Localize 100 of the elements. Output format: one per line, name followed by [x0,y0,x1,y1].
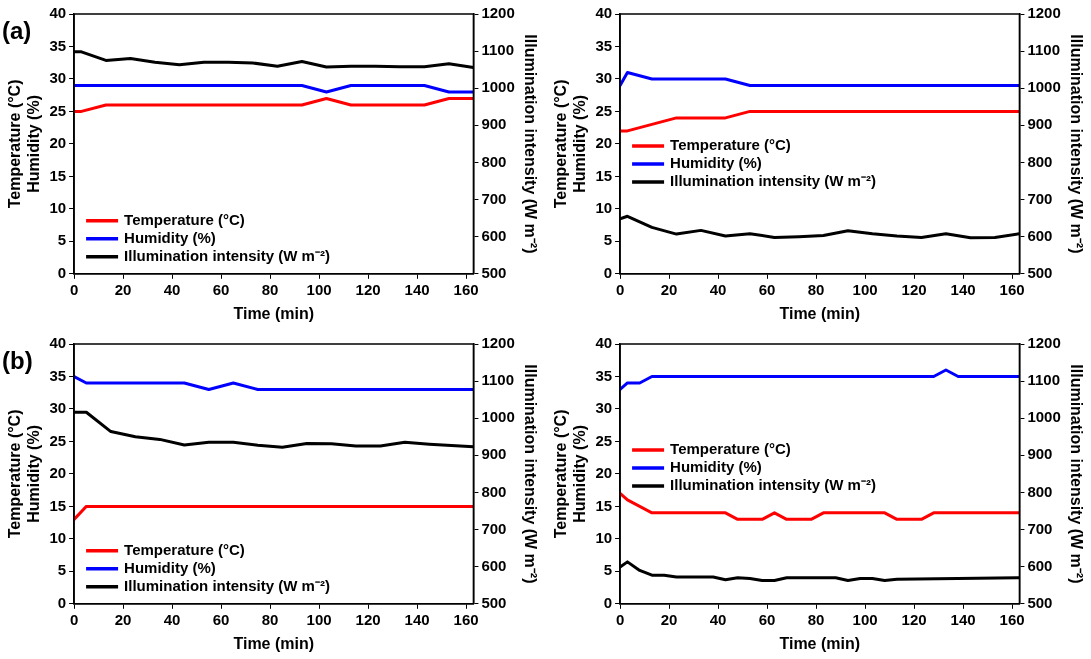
x-tick-label: 40 [163,610,181,628]
y-tick-label: 20 [49,134,67,152]
y2-tick-label: 900 [1027,445,1053,463]
y-tick-label: 5 [603,561,613,579]
legend-label: Temperature (°C) [670,440,791,458]
x-tick-label: 40 [163,280,181,298]
y2-tick-label: 500 [481,593,507,611]
x-tick-label: 140 [950,610,976,628]
y-tick-label: 10 [49,198,67,216]
x-tick-label: 140 [950,280,976,298]
legend-label: Illumination intensity (W m⁻²) [670,476,876,494]
x-axis-title: Time (min) [233,304,315,322]
y-tick-label: 30 [49,69,67,87]
x-tick-label: 0 [69,610,79,628]
y2-tick-label: 500 [481,263,507,281]
x-tick-label: 0 [69,280,79,298]
y2-tick-label: 1000 [481,78,515,96]
x-tick-label: 60 [212,280,230,298]
y2-tick-label: 900 [481,445,507,463]
y2-tick-label: 600 [1027,556,1053,574]
y-tick-label: 30 [49,399,67,417]
y-tick-label: 0 [57,593,67,611]
legend-label: Humidity (%) [124,558,216,576]
legend-label: Illumination intensity (W m⁻²) [124,576,330,594]
y-tick-label: 40 [595,4,613,22]
y2-tick-label: 600 [481,226,507,244]
y2-tick-label: 500 [1027,593,1053,611]
y2-tick-label: 800 [1027,152,1053,170]
y2-tick-label: 700 [1027,189,1053,207]
y2-tick-label: 1100 [481,41,514,59]
y-tick-label: 25 [49,101,67,119]
y-axis-title: Temperature (°C) Humidity (%) [552,409,589,539]
y-tick-label: 35 [49,366,67,384]
legend-label: Illumination intensity (W m⁻²) [670,172,876,190]
text: (a) [2,17,32,44]
x-tick-label: 60 [212,610,230,628]
y-tick-label: 20 [595,134,613,152]
y2-axis-title: Illumination intensity (W m⁻²) [521,364,539,584]
x-axis-title: Time (min) [779,634,861,652]
y2-tick-label: 800 [1027,482,1053,500]
y-tick-label: 40 [49,334,67,352]
x-tick-label: 20 [660,280,678,298]
y2-tick-label: 800 [481,482,507,500]
x-tick-label: 60 [758,280,776,298]
x-tick-label: 160 [999,280,1025,298]
y-tick-label: 15 [595,496,613,514]
x-tick-label: 100 [306,280,332,298]
y2-axis-title: Illumination intensity (W m⁻²) [521,34,539,254]
y2-axis-title: Illumination intensity (W m⁻²) [1067,34,1085,254]
y-tick-label: 5 [603,231,613,249]
y-tick-label: 15 [595,166,613,184]
y-tick-label: 15 [49,166,67,184]
x-tick-label: 140 [404,610,430,628]
y2-tick-label: 1100 [481,371,514,389]
y2-tick-label: 1200 [481,334,515,352]
legend-label: Temperature (°C) [670,136,791,154]
y2-tick-label: 1100 [1027,371,1060,389]
y2-tick-label: 900 [1027,115,1053,133]
y2-tick-label: 1000 [1027,408,1061,426]
y-tick-label: 10 [595,528,613,546]
x-tick-label: 100 [852,610,878,628]
x-tick-label: 20 [660,610,678,628]
y2-tick-label: 700 [481,519,507,537]
y-tick-label: 0 [57,263,67,281]
y-tick-label: 5 [57,231,67,249]
y2-tick-label: 1200 [1027,4,1061,22]
y-tick-label: 40 [49,4,67,22]
y-axis-title: Temperature (°C) Humidity (%) [6,409,43,539]
x-tick-label: 160 [453,280,479,298]
y-tick-label: 0 [603,263,613,281]
y2-tick-label: 800 [481,152,507,170]
y-tick-label: 15 [49,496,67,514]
legend-label: Temperature (°C) [124,540,245,558]
y-tick-label: 35 [49,36,67,54]
x-tick-label: 100 [306,610,332,628]
x-tick-label: 0 [615,610,625,628]
x-tick-label: 60 [758,610,776,628]
legend-label: Humidity (%) [670,154,762,172]
y-tick-label: 30 [595,69,613,87]
y2-axis-title: Illumination intensity (W m⁻²) [1067,364,1085,584]
y2-tick-label: 1100 [1027,41,1060,59]
y-tick-label: 20 [595,464,613,482]
x-tick-label: 80 [807,610,825,628]
y-tick-label: 20 [49,464,67,482]
y2-tick-label: 1200 [1027,334,1061,352]
x-tick-label: 40 [709,280,727,298]
y2-tick-label: 900 [481,115,507,133]
x-tick-label: 140 [404,280,430,298]
x-tick-label: 120 [901,610,927,628]
x-tick-label: 20 [114,280,132,298]
x-tick-label: 120 [901,280,927,298]
y-tick-label: 10 [49,528,67,546]
y-tick-label: 40 [595,334,613,352]
y2-tick-label: 1000 [1027,78,1061,96]
x-axis-title: Time (min) [779,304,861,322]
y-axis-title: Temperature (°C) Humidity (%) [6,79,43,209]
y-tick-label: 30 [595,399,613,417]
y2-tick-label: 700 [481,189,507,207]
x-tick-label: 100 [852,280,878,298]
y2-tick-label: 1000 [481,408,515,426]
